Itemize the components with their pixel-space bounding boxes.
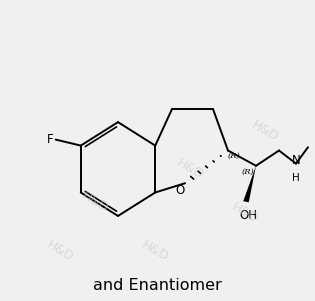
Text: (R): (R) xyxy=(228,152,240,160)
Text: H&D: H&D xyxy=(249,118,281,144)
Text: OH: OH xyxy=(239,209,257,222)
Polygon shape xyxy=(243,166,256,202)
Text: H&D: H&D xyxy=(79,189,111,215)
Text: F: F xyxy=(47,133,54,146)
Text: H&D: H&D xyxy=(174,156,206,182)
Text: N: N xyxy=(292,154,301,166)
Text: O: O xyxy=(175,184,185,197)
Text: and Enantiomer: and Enantiomer xyxy=(93,278,222,293)
Text: H: H xyxy=(292,173,300,183)
Text: H&D: H&D xyxy=(229,200,261,225)
Text: (R): (R) xyxy=(242,168,255,176)
Text: H&D: H&D xyxy=(139,238,171,264)
Text: H&D: H&D xyxy=(44,238,76,264)
